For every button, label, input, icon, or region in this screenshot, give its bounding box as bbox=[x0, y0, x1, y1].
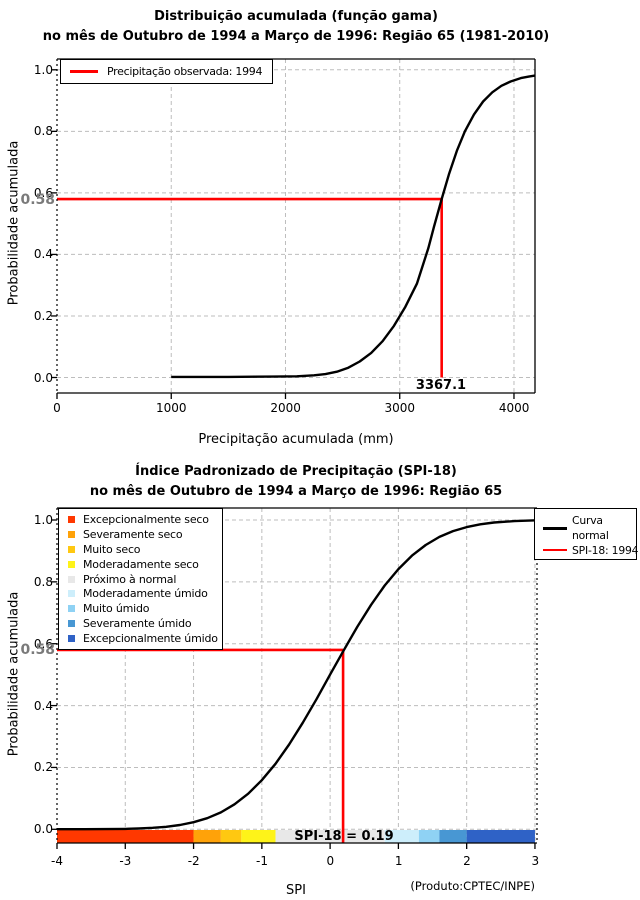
chart1-subtitle: no mês de Outubro de 1994 a Março de 199… bbox=[42, 29, 550, 44]
legend-item-label: Moderadamente seco bbox=[83, 557, 199, 571]
spi-1994-line-swatch bbox=[543, 548, 567, 552]
legend-item-muito-seco: Muito seco bbox=[59, 542, 222, 557]
chart2-xtick--1: -1 bbox=[256, 854, 268, 868]
chart2-ytick-0.2: 0.2 bbox=[33, 760, 53, 775]
muito-umido-swatch bbox=[68, 605, 75, 613]
legend-item-severamente-umido: Severamente úmido bbox=[59, 616, 222, 631]
chart2-ytick-1.0: 1.0 bbox=[33, 513, 53, 527]
chart2-xtick-1: 1 bbox=[394, 854, 403, 868]
chart1-legend: Precipitação observada: 1994 bbox=[60, 59, 273, 84]
proximo-a-normal-swatch bbox=[68, 575, 75, 583]
chart1-precipitation-marker-label: 3367.1 bbox=[415, 378, 467, 393]
curve-legend-label-line2: normal bbox=[572, 529, 609, 542]
legend-item-label: Muito úmido bbox=[83, 602, 150, 616]
chart2-curve-legend: Curva normal SPI-18: 1994 bbox=[534, 508, 639, 560]
legend-item-label: Severamente úmido bbox=[83, 617, 192, 631]
spi-1994-legend-label: SPI-18: 1994 bbox=[572, 543, 639, 557]
chart1-xtick-3000: 3000 bbox=[384, 401, 416, 415]
spi-value-label: SPI-18 = 0.19 bbox=[294, 828, 394, 844]
legend-item-severamente-seco: Severamente seco bbox=[59, 527, 222, 542]
chart2-ytick-0.0: 0.0 bbox=[33, 822, 53, 837]
chart2-ytick-0.4: 0.4 bbox=[33, 698, 53, 713]
legend-item-label: Excepcionalmente seco bbox=[83, 512, 209, 526]
chart1-ytick-1.0: 1.0 bbox=[33, 63, 53, 77]
chart1-y-axis-label: Probabilidade acumulada bbox=[6, 140, 22, 306]
severamente-seco-swatch bbox=[68, 530, 75, 538]
normal-curve-line-swatch bbox=[543, 527, 567, 530]
severamente-umido-swatch bbox=[68, 620, 75, 628]
curve-legend-label-line1: Curva bbox=[572, 514, 603, 527]
observed-precipitation-line-swatch bbox=[70, 70, 98, 73]
chart2-xtick-0: 0 bbox=[326, 854, 335, 868]
chart1-probability-marker-label: 0.58 bbox=[20, 192, 55, 208]
chart2-ytick-0.8: 0.8 bbox=[33, 574, 53, 589]
chart2-y-axis-label: Probabilidade acumulada bbox=[6, 591, 22, 757]
chart1-legend-label: Precipitação observada: 1994 bbox=[107, 65, 263, 78]
chart1-xtick-1000: 1000 bbox=[156, 401, 187, 415]
chart1-xtick-4000: 4000 bbox=[498, 401, 530, 415]
chart2-x-axis-label: SPI bbox=[286, 883, 306, 898]
legend-item-label: Severamente seco bbox=[83, 527, 183, 541]
chart2-ytick-0.6: 0.6 bbox=[33, 636, 53, 651]
chart1-x-axis-label: Precipitação acumulada (mm) bbox=[198, 432, 394, 447]
chart2-subtitle: no mês de Outubro de 1994 a Março de 199… bbox=[89, 484, 503, 499]
chart2-xtick-2: 2 bbox=[463, 854, 471, 868]
legend-item-label: Excepcionalmente úmido bbox=[83, 632, 218, 646]
chart2-xtick--3: -3 bbox=[119, 854, 132, 868]
chart1-xtick-0: 0 bbox=[53, 401, 61, 415]
chart2-xtick--4: -4 bbox=[51, 854, 63, 868]
chart1-ytick-0.6: 0.6 bbox=[33, 185, 53, 200]
legend-item-label: Muito seco bbox=[83, 542, 141, 556]
legend-item-label: Moderadamente úmido bbox=[83, 587, 208, 601]
chart2-probability-marker-label: 0.58 bbox=[20, 642, 55, 658]
muito-seco-swatch bbox=[68, 545, 75, 553]
legend-item-moderadamente-seco: Moderadamente seco bbox=[59, 557, 222, 572]
chart2-xtick--2: -2 bbox=[187, 854, 200, 868]
legend-item-excepcionalmente-seco: Excepcionalmente seco bbox=[59, 512, 222, 527]
chart1-ytick-0.4: 0.4 bbox=[33, 247, 53, 262]
chart1-title: Distribuição acumulada (função gama) bbox=[154, 9, 438, 24]
chart1-xtick-2000: 2000 bbox=[270, 401, 301, 415]
chart1-ytick-0.8: 0.8 bbox=[33, 124, 53, 139]
excepcionalmente-seco-swatch bbox=[68, 515, 75, 523]
legend-item-label: Próximo à normal bbox=[83, 572, 177, 586]
legend-item-moderadamente-umido: Moderadamente úmido bbox=[59, 586, 222, 601]
chart2-xtick-3: 3 bbox=[531, 854, 540, 868]
product-credit: (Produto:CPTEC/INPE) bbox=[410, 879, 535, 893]
legend-item-excepcionalmente-umido: Excepcionalmente úmido bbox=[59, 631, 222, 646]
chart2-title: Índice Padronizado de Precipitação (SPI-… bbox=[135, 464, 457, 479]
spi-categories-legend: Excepcionalmente seco Severamente seco M… bbox=[58, 508, 223, 650]
legend-item-proximo-a-normal: Próximo à normal bbox=[59, 572, 222, 587]
chart1-ytick-0.0: 0.0 bbox=[33, 370, 53, 385]
chart1-ytick-0.2: 0.2 bbox=[33, 309, 53, 323]
moderadamente-umido-swatch bbox=[68, 590, 75, 598]
moderadamente-seco-swatch bbox=[68, 560, 75, 568]
excepcionalmente-umido-swatch bbox=[68, 635, 75, 643]
legend-item-muito-umido: Muito úmido bbox=[59, 601, 222, 616]
